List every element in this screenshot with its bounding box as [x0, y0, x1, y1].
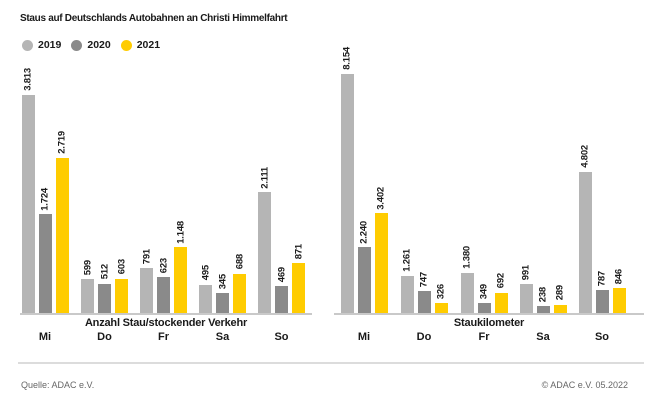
bar-so-2021: 846 [612, 269, 626, 313]
bar-fr-2019: 791 [140, 249, 153, 313]
category-label-do: Do [97, 331, 112, 343]
bar-do-2019: 599 [81, 260, 94, 313]
legend-item-2020: 2020 [71, 39, 111, 51]
value-label: 469 [275, 266, 287, 283]
value-label: 4.802 [579, 145, 591, 169]
value-label: 512 [98, 264, 110, 280]
value-label: 8.154 [341, 47, 353, 70]
source-note: Quelle: ADAC e.V. [21, 380, 95, 390]
bar-fr-2019: 1.380 [460, 246, 474, 313]
bar-mi-2019: 3.813 [21, 68, 35, 313]
value-label: 1.148 [174, 220, 186, 244]
category-label-fr: Fr [478, 331, 490, 343]
bar-mi-2019: 8.154 [340, 47, 354, 313]
value-label: 326 [435, 284, 447, 300]
category-label-mi: Mi [38, 331, 52, 343]
value-label: 871 [292, 243, 304, 260]
category-label-so: So [594, 331, 610, 343]
legend: 2019 2020 2021 [22, 39, 160, 51]
bar-mi-2020: 1.724 [38, 188, 52, 313]
bar-sa-2021: 688 [233, 254, 246, 313]
bar-so-2020: 787 [595, 271, 609, 313]
value-label: 345 [216, 274, 228, 290]
value-label: 238 [537, 286, 549, 302]
value-label: 349 [478, 283, 490, 299]
x-axis-line [334, 313, 644, 315]
legend-label: 2019 [38, 39, 62, 51]
bar-fr-2020: 349 [477, 284, 491, 313]
value-label: 289 [554, 285, 566, 301]
value-label: 846 [613, 268, 625, 285]
bar-mi-2021: 3.402 [374, 187, 388, 313]
bar-do-2021: 326 [434, 284, 448, 313]
value-label: 1.261 [401, 249, 413, 272]
bar-fr-2020: 623 [157, 258, 170, 313]
page-title: Staus auf Deutschlands Autobahnen an Chr… [20, 13, 288, 24]
bar-so-2020: 469 [275, 267, 288, 313]
value-label: 747 [418, 271, 430, 288]
category-label-so: So [274, 331, 289, 343]
bar-sa-2020: 345 [216, 274, 229, 313]
legend-label: 2020 [87, 39, 111, 51]
value-label: 787 [596, 270, 608, 286]
category-label-sa: Sa [536, 331, 550, 343]
bar-do-2020: 747 [417, 272, 431, 313]
legend-swatch-2020 [71, 39, 83, 51]
bar-mi-2020: 2.240 [357, 221, 371, 313]
value-label: 2.111 [258, 166, 270, 189]
value-label: 2.719 [56, 130, 68, 154]
category-label-sa: Sa [215, 331, 230, 343]
legend-item-2021: 2021 [120, 39, 161, 51]
legend-swatch-2019 [22, 39, 33, 51]
value-label: 2.240 [358, 220, 370, 244]
bar-sa-2019: 495 [199, 265, 212, 313]
category-label-mi: Mi [357, 331, 371, 343]
value-label: 692 [495, 273, 507, 289]
bar-sa-2019: 991 [519, 265, 533, 313]
value-label: 599 [81, 259, 93, 275]
legend-label: 2021 [136, 39, 161, 51]
bar-do-2019: 1.261 [400, 249, 414, 313]
bar-mi-2021: 2.719 [55, 131, 69, 313]
bar-sa-2020: 238 [536, 287, 550, 313]
bar-so-2021: 871 [292, 244, 305, 313]
x-axis-line [20, 313, 312, 315]
bar-fr-2021: 1.148 [174, 221, 187, 313]
value-label: 3.402 [375, 186, 387, 210]
value-label: 688 [233, 254, 245, 270]
bar-so-2019: 2.111 [258, 167, 271, 313]
chart-title: Anzahl Stau/stockender Verkehr [84, 317, 248, 329]
value-label: 623 [157, 258, 169, 274]
chart-title: Staukilometer [453, 317, 525, 329]
value-label: 991 [520, 264, 532, 280]
value-label: 1.724 [39, 187, 51, 211]
category-label-fr: Fr [158, 331, 169, 343]
bar-do-2021: 603 [115, 259, 128, 313]
bar-do-2020: 512 [98, 264, 111, 313]
value-label: 3.813 [22, 68, 34, 91]
footer-divider [18, 362, 644, 364]
category-label-do: Do [416, 331, 432, 343]
value-label: 495 [199, 265, 211, 281]
bar-sa-2021: 289 [553, 285, 567, 313]
copyright-note: © ADAC e.V. 05.2022 [541, 380, 628, 390]
value-label: 791 [140, 248, 152, 264]
bar-so-2019: 4.802 [578, 145, 592, 313]
legend-item-2019: 2019 [22, 39, 61, 51]
legend-swatch-2021 [120, 39, 132, 51]
value-label: 603 [115, 259, 127, 275]
value-label: 1.380 [461, 245, 473, 269]
bar-fr-2021: 692 [494, 273, 508, 313]
